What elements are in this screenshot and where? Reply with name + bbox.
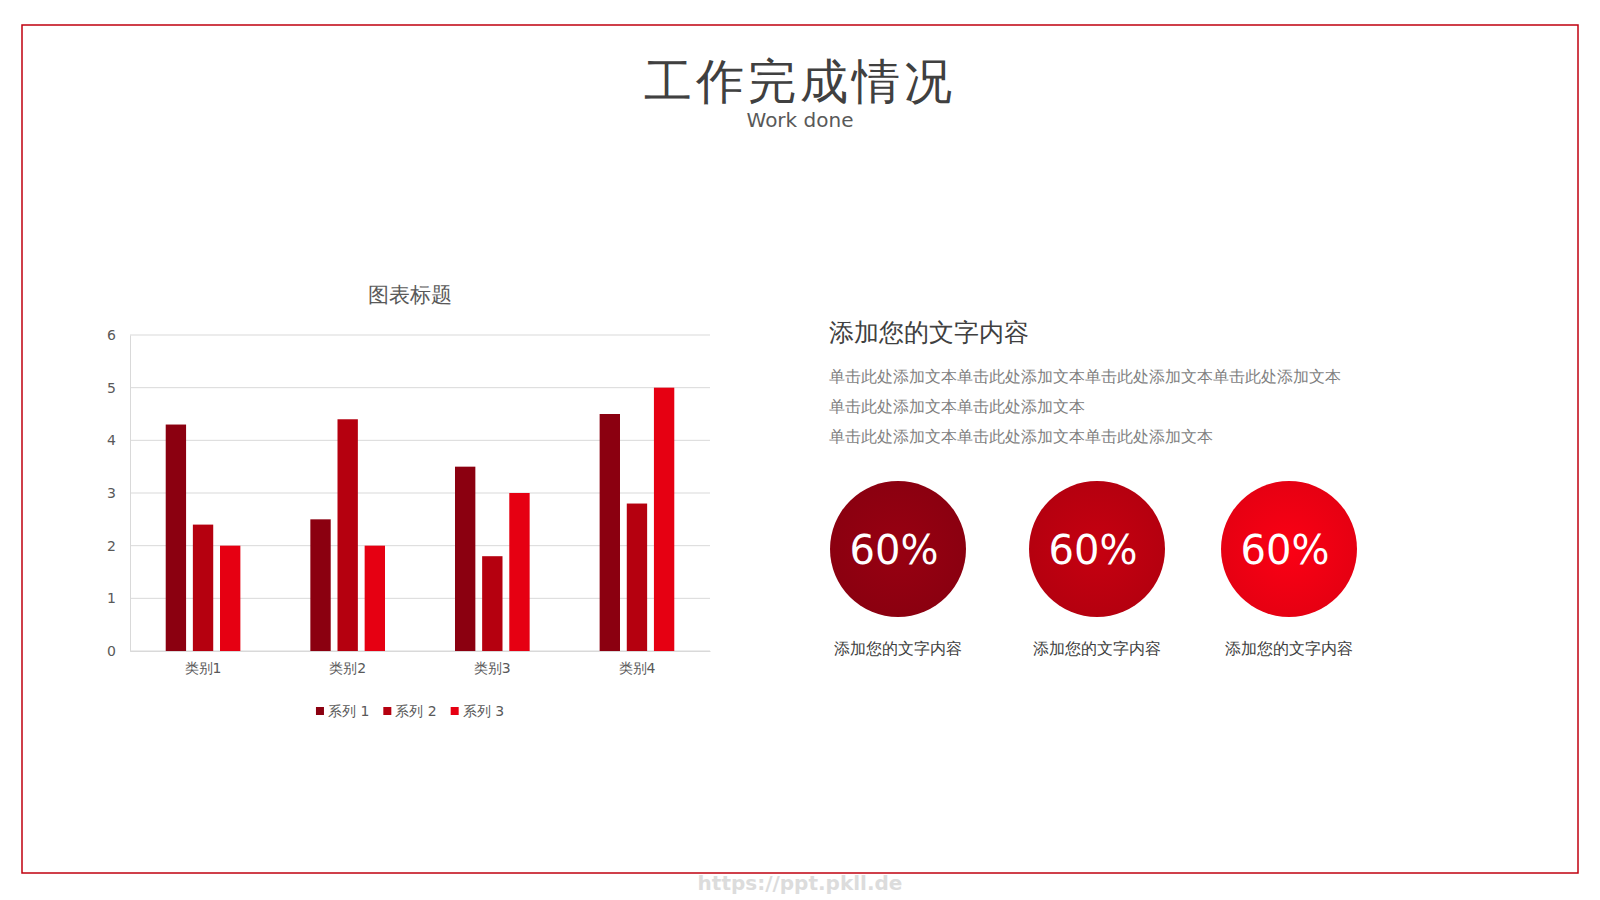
legend: 系列 1 系列 2 系列 3 <box>316 703 504 719</box>
legend-swatch <box>383 707 391 715</box>
chart-title: 图表标题 <box>368 283 452 307</box>
tick-label: 0 <box>107 643 116 659</box>
tick: 类别4 <box>618 651 655 676</box>
bar <box>482 556 502 651</box>
tick: 5 <box>107 380 130 396</box>
bar <box>193 525 213 651</box>
tick: 0 <box>107 643 130 659</box>
bar-series <box>166 414 620 651</box>
badge-label: 60% <box>1049 527 1138 573</box>
legend-item: 系列 3 <box>451 703 504 719</box>
tick-label: 类别4 <box>618 660 655 676</box>
bar-series <box>193 419 647 651</box>
panel-heading: 添加您的文字内容 <box>829 318 1029 347</box>
axis-line <box>130 336 131 652</box>
legend-label: 系列 2 <box>395 703 436 719</box>
tick-label: 3 <box>107 485 116 501</box>
tick: 1 <box>107 590 130 606</box>
grid-line <box>130 545 710 546</box>
bar <box>310 519 330 651</box>
legend-item: 系列 1 <box>316 703 369 719</box>
tick: 类别1 <box>185 651 222 676</box>
badge: 60% 添加您的文字内容 <box>1221 481 1357 658</box>
panel-text: 单击此处添加文本单击此处添加文本 <box>829 397 1085 416</box>
x-axis: 类别1 类别2 类别3 类别4 <box>131 651 711 676</box>
bar <box>600 414 620 651</box>
frame <box>22 25 1578 873</box>
bar <box>166 425 186 651</box>
badge: 60% 添加您的文字内容 <box>1029 481 1165 658</box>
bar-series <box>220 388 674 651</box>
grid-line <box>130 493 710 494</box>
bar <box>455 467 475 651</box>
tick-label: 6 <box>107 327 116 343</box>
legend-swatch <box>316 707 324 715</box>
tick-label: 5 <box>107 380 116 396</box>
tick: 4 <box>107 432 130 448</box>
bar <box>627 504 647 651</box>
legend-swatch <box>451 707 459 715</box>
badge-circle <box>830 481 966 617</box>
tick: 3 <box>107 485 130 501</box>
bar <box>509 493 529 651</box>
text-panel: 添加您的文字内容单击此处添加文本单击此处添加文本单击此处添加文本单击此处添加文本… <box>829 318 1357 658</box>
slide-subtitle: Work done <box>747 108 854 132</box>
bars <box>166 388 675 651</box>
bar <box>338 419 358 651</box>
slide-title: 工作完成情况 <box>644 53 956 109</box>
panel-text: 单击此处添加文本单击此处添加文本单击此处添加文本单击此处添加文本 <box>829 367 1341 386</box>
tick: 2 <box>107 538 130 554</box>
chart: 图表标题 0 1 2 3 4 5 6 类别1 类别2 类别3 类别4 系列 1 系列 2 系列 3 <box>107 283 710 719</box>
grid-line <box>130 335 710 336</box>
badge-caption: 添加您的文字内容 <box>1225 639 1353 658</box>
tick-label: 类别3 <box>474 660 511 676</box>
badge-label: 60% <box>850 527 939 573</box>
bar <box>220 546 240 651</box>
legend-item: 系列 2 <box>383 703 436 719</box>
grid-line <box>130 598 710 599</box>
y-axis: 0 1 2 3 4 5 6 <box>107 327 130 659</box>
badge-circle <box>1029 481 1165 617</box>
grid-line <box>130 651 710 652</box>
badge: 60% 添加您的文字内容 <box>830 481 966 658</box>
panel-text: 单击此处添加文本单击此处添加文本单击此处添加文本 <box>829 427 1213 446</box>
badge-caption: 添加您的文字内容 <box>834 639 962 658</box>
badge-label: 60% <box>1241 527 1330 573</box>
legend-label: 系列 1 <box>328 703 369 719</box>
grid <box>130 335 710 651</box>
slide: 工作完成情况Work done 图表标题 0 1 2 3 4 5 6 类别1 类别2 类别3 类别4 系列… <box>0 0 1600 900</box>
tick: 类别2 <box>329 651 366 676</box>
badge-circle <box>1221 481 1357 617</box>
tick-label: 1 <box>107 590 116 606</box>
badge-caption: 添加您的文字内容 <box>1033 639 1161 658</box>
tick-label: 类别2 <box>329 660 366 676</box>
tick-label: 类别1 <box>185 660 222 676</box>
tick: 6 <box>107 327 130 343</box>
legend-label: 系列 3 <box>463 703 504 719</box>
grid-line <box>130 387 710 388</box>
bar <box>365 546 385 651</box>
tick-label: 2 <box>107 538 116 554</box>
watermark: https://ppt.pkll.de <box>698 871 903 895</box>
grid-line <box>130 440 710 441</box>
tick-label: 4 <box>107 432 116 448</box>
tick: 类别3 <box>474 651 511 676</box>
bar <box>654 388 674 651</box>
axis-line <box>131 651 711 652</box>
